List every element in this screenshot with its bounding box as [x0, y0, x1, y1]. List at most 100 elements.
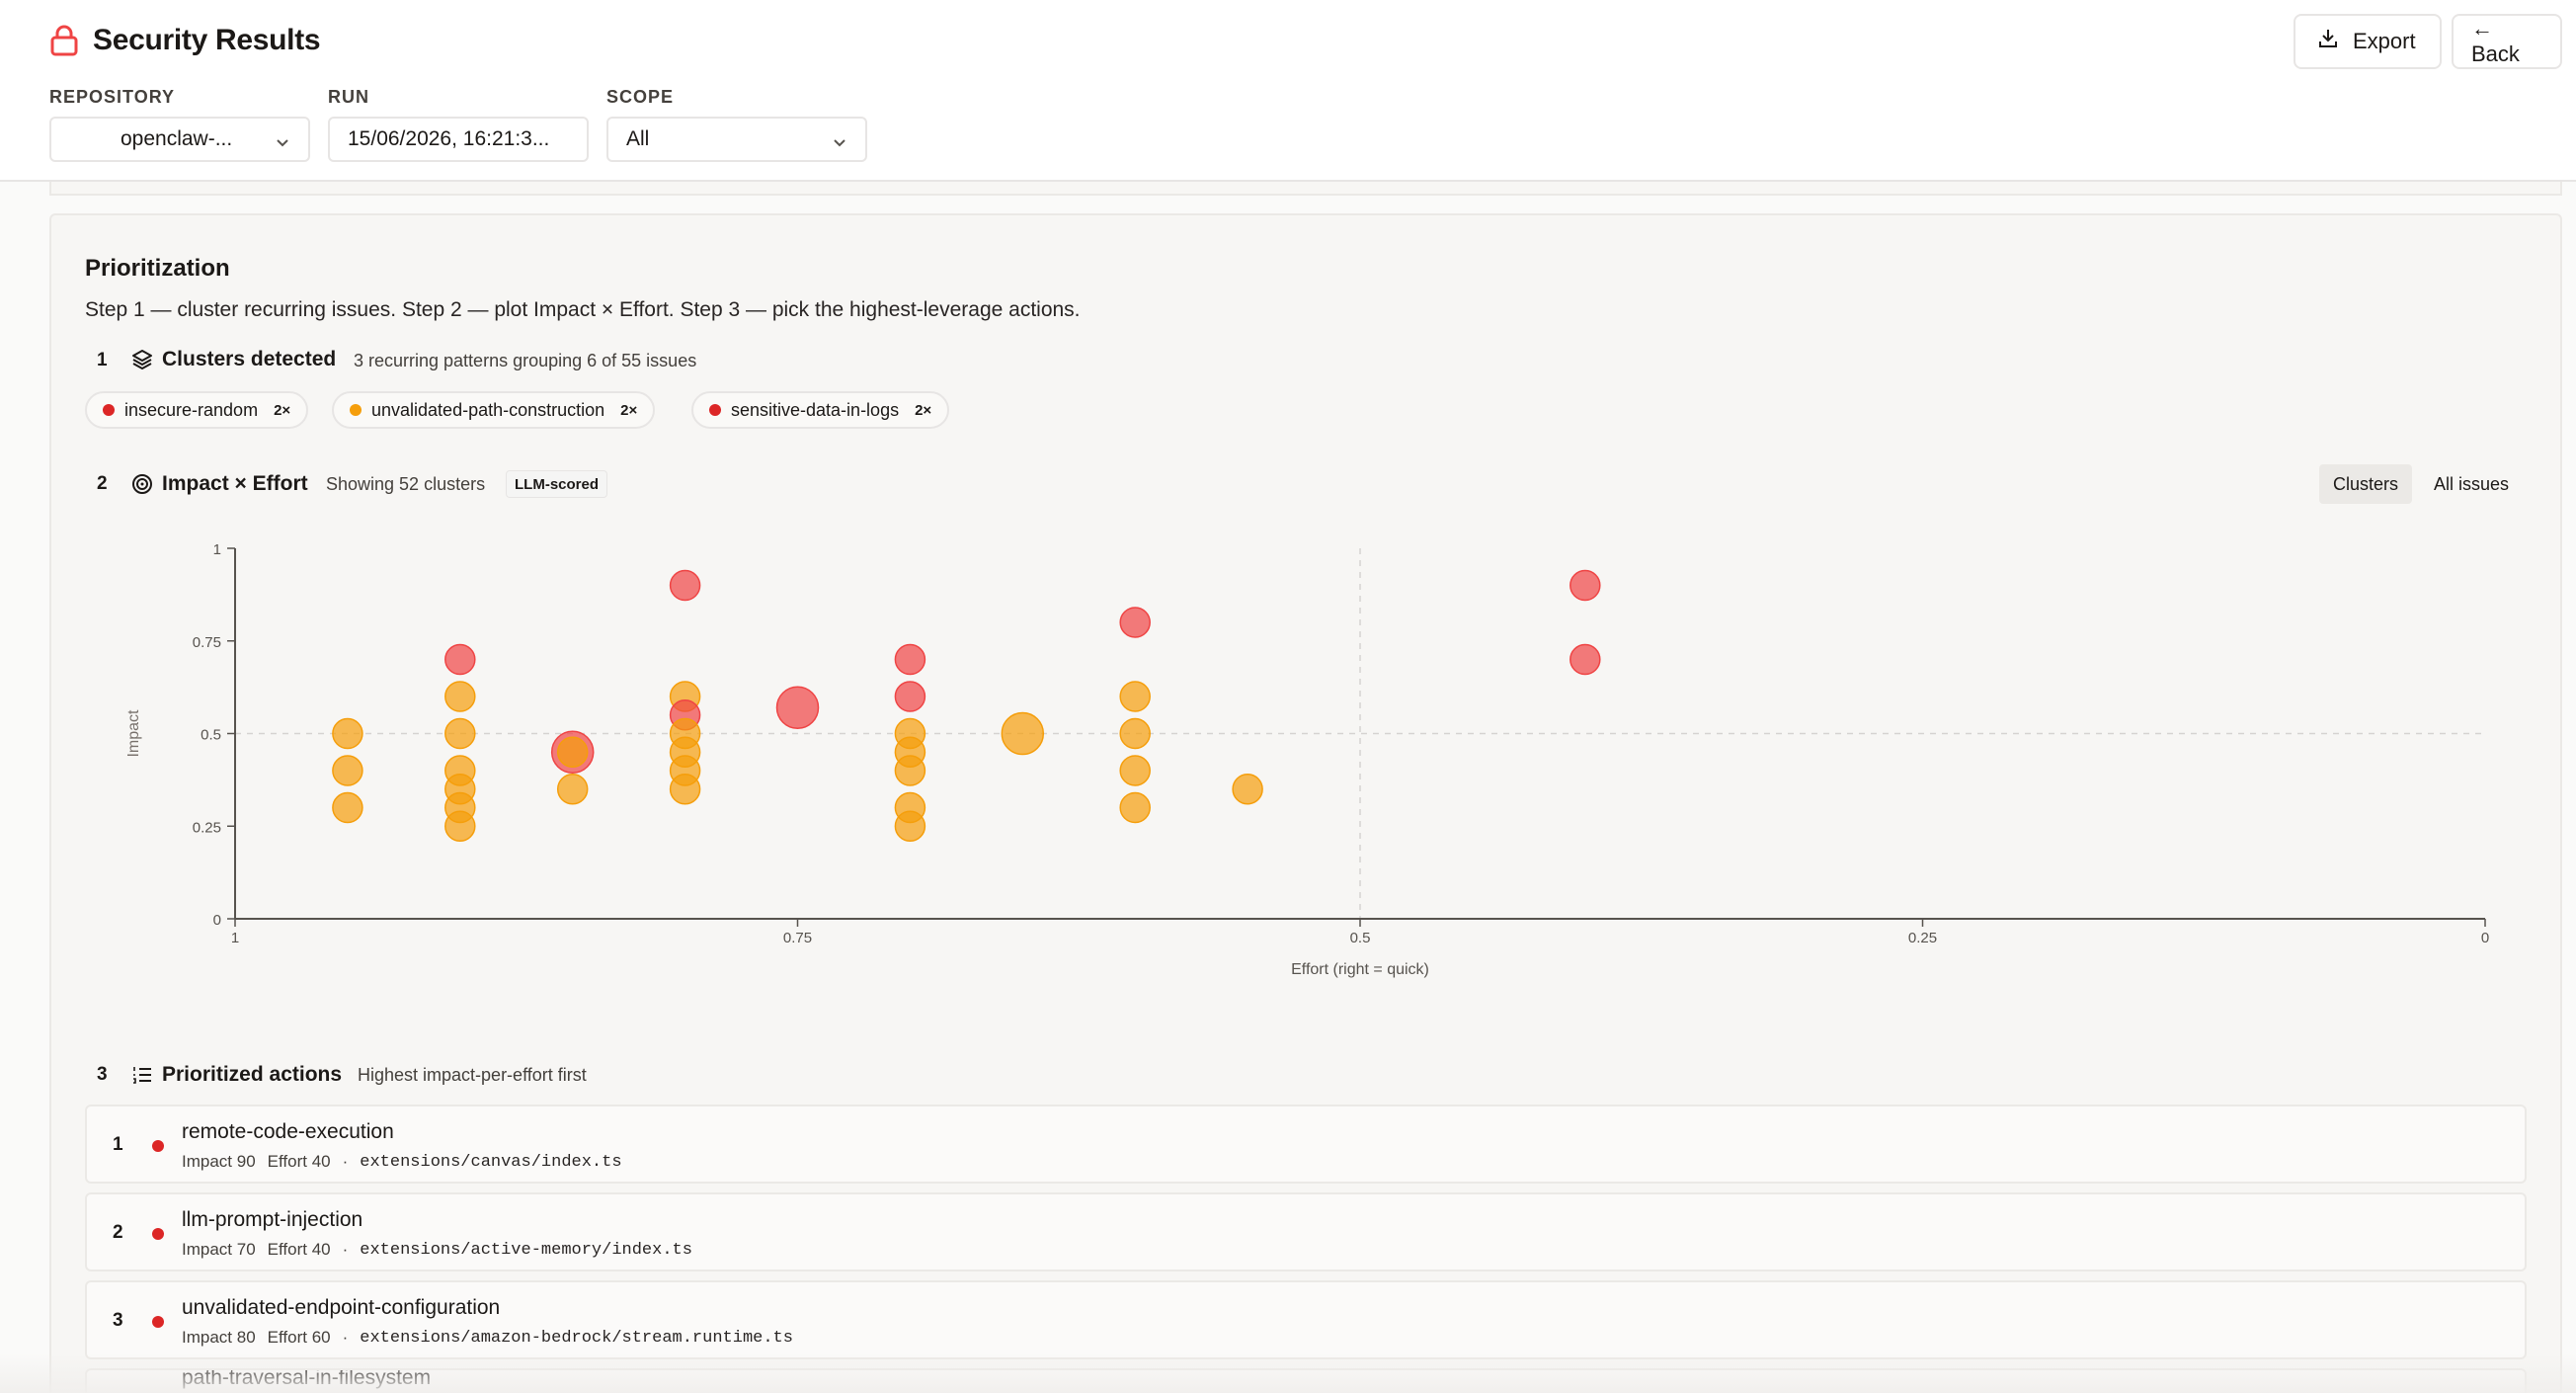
scatter-point	[444, 717, 476, 750]
action-name: remote-code-execution	[182, 1120, 394, 1143]
scatter-point	[332, 755, 363, 786]
scatter-point	[894, 681, 926, 712]
action-impact: Impact 90	[182, 1152, 256, 1171]
chevron-down-icon	[275, 132, 290, 156]
scatter-point	[1119, 791, 1151, 824]
scatter-point	[1001, 711, 1045, 756]
meta-separator: ·	[342, 1152, 349, 1171]
run-select[interactable]: 15/06/2026, 16:21:3...	[328, 117, 589, 162]
action-impact: Impact 70	[182, 1240, 256, 1259]
prioritized-action-row[interactable]: 3 unvalidated-endpoint-configuration Imp…	[85, 1280, 2527, 1359]
layers-icon	[130, 348, 154, 376]
scatter-point	[556, 774, 589, 805]
y-tick-label: 0.25	[193, 819, 221, 836]
prioritized-action-row[interactable]: 2 llm-prompt-injection Impact 70 Effort …	[85, 1192, 2527, 1271]
impact-effort-scatter: 0 0.25 0.5 0.75 1 1 0.75 0.5 0.25 0 Effort (right …	[125, 541, 2489, 978]
meta-separator: ·	[342, 1328, 349, 1347]
scatter-point	[444, 643, 476, 676]
export-label: Export	[2353, 29, 2416, 53]
step-title: Prioritized actions	[162, 1063, 343, 1086]
target-icon	[130, 472, 154, 501]
severity-dot	[709, 404, 721, 416]
y-axis-label: Impact	[125, 709, 142, 758]
x-tick-label: 0.75	[783, 930, 812, 946]
scatter-point	[1570, 569, 1601, 602]
severity-dot	[103, 404, 115, 416]
prioritized-action-row[interactable]: 1 remote-code-execution Impact 90 Effort…	[85, 1105, 2527, 1184]
meta-separator: ·	[342, 1240, 349, 1259]
x-tick-label: 0.25	[1908, 930, 1937, 946]
page-header: Security Results Export ← Back REPOSITOR…	[0, 0, 2576, 182]
scope-select[interactable]: All	[606, 117, 867, 162]
title-row: Security Results	[49, 24, 321, 57]
action-effort: Effort 40	[267, 1240, 331, 1259]
scatter-point	[1119, 681, 1151, 712]
scatter-point	[669, 569, 701, 602]
back-button[interactable]: ← Back	[2452, 14, 2562, 69]
export-button[interactable]: Export	[2294, 14, 2442, 69]
scatter-point	[669, 774, 701, 805]
action-meta: Impact 90 Effort 40 · extensions/canvas/…	[182, 1152, 622, 1172]
step-title: Impact × Effort	[162, 472, 308, 495]
step-subtitle: Showing 52 clusters	[326, 474, 486, 494]
action-rank: 1	[113, 1134, 123, 1155]
scatter-point	[894, 755, 926, 786]
y-tick-label: 1	[213, 541, 221, 558]
action-effort: Effort 40	[267, 1152, 331, 1171]
scatter-point	[556, 736, 589, 768]
step-subtitle: Highest impact-per-effort first	[358, 1065, 587, 1085]
action-name: unvalidated-endpoint-configuration	[182, 1296, 501, 1319]
action-file-path: extensions/amazon-bedrock/stream.runtime…	[360, 1328, 793, 1348]
severity-dot	[152, 1228, 164, 1240]
toggle-clusters[interactable]: Clusters	[2319, 464, 2413, 504]
severity-dot	[152, 1140, 164, 1152]
repository-select[interactable]: openclaw-...	[49, 117, 310, 162]
step-title: Clusters detected	[162, 348, 337, 370]
step-subtitle: 3 recurring patterns grouping 6 of 55 is…	[354, 351, 697, 370]
action-meta: Impact 70 Effort 40 · extensions/active-…	[182, 1240, 692, 1260]
action-effort: Effort 60	[267, 1328, 331, 1347]
scope-value: All	[626, 127, 650, 150]
scatter-point	[1119, 755, 1151, 786]
y-tick-label: 0.75	[193, 634, 221, 651]
scatter-point	[332, 717, 363, 750]
section-description: Step 1 — cluster recurring issues. Step …	[85, 298, 1081, 321]
cluster-chip[interactable]: sensitive-data-in-logs 2×	[691, 391, 950, 429]
run-label: RUN	[328, 87, 369, 107]
x-tick-label: 1	[231, 930, 239, 946]
severity-dot	[152, 1316, 164, 1328]
previous-section-edge	[49, 182, 2562, 196]
scope-label: SCOPE	[606, 87, 675, 107]
scatter-point	[775, 686, 820, 729]
repository-value: openclaw-...	[121, 127, 233, 150]
severity-dot	[350, 404, 362, 416]
action-name: llm-prompt-injection	[182, 1208, 363, 1231]
y-tick-label: 0.5	[201, 727, 221, 744]
step-number: 1	[97, 350, 108, 370]
scroll-fade	[0, 1353, 2576, 1393]
y-tick-label: 0	[213, 912, 221, 929]
chip-label: unvalidated-path-construction	[371, 399, 605, 420]
scatter-point	[444, 681, 476, 712]
chip-label: insecure-random	[124, 399, 259, 420]
cluster-chip[interactable]: insecure-random 2×	[85, 391, 309, 429]
action-file-path: extensions/canvas/index.ts	[360, 1152, 622, 1172]
cluster-chip[interactable]: unvalidated-path-construction 2×	[332, 391, 656, 429]
scatter-point	[444, 810, 476, 842]
action-rank: 3	[113, 1310, 123, 1331]
chip-label: sensitive-data-in-logs	[731, 399, 900, 420]
scatter-point	[332, 791, 363, 824]
x-axis-label: Effort (right = quick)	[1291, 961, 1429, 978]
toggle-all-issues[interactable]: All issues	[2434, 473, 2510, 494]
x-tick-label: 0	[2481, 930, 2489, 946]
action-rank: 2	[113, 1222, 123, 1243]
chip-count: 2×	[274, 401, 291, 419]
scatter-point	[894, 643, 926, 676]
step-number: 2	[97, 473, 108, 494]
scatter-point	[1570, 643, 1601, 676]
repository-label: REPOSITORY	[49, 87, 176, 107]
llm-scored-badge: LLM-scored	[506, 470, 608, 498]
action-impact: Impact 80	[182, 1328, 256, 1347]
chip-count: 2×	[915, 401, 932, 419]
section-title: Prioritization	[85, 255, 230, 282]
